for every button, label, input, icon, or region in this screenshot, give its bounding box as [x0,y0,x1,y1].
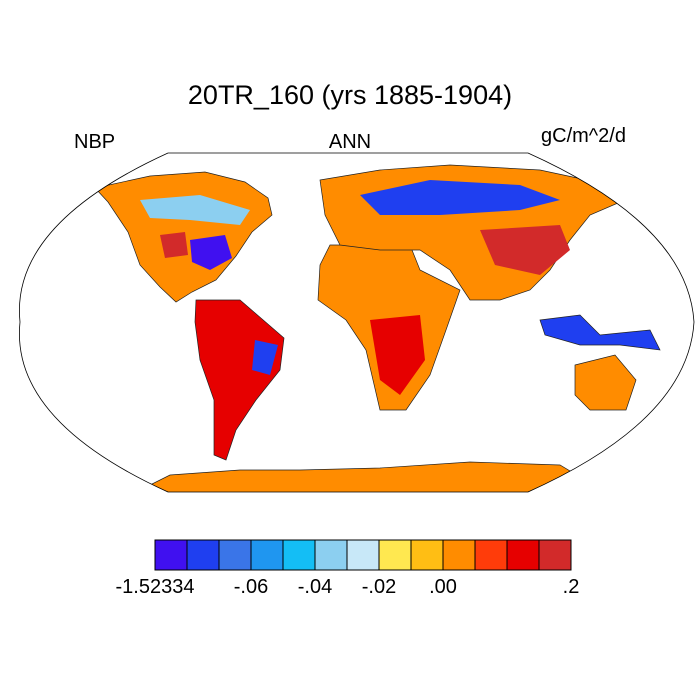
colorbar-box [282,539,316,571]
colorbar-box [538,539,572,571]
colorbar-box [186,539,220,571]
us-east-patch [190,235,232,270]
title: 20TR_160 (yrs 1885-1904) [188,80,512,110]
australia [574,354,637,411]
colorbar-box [154,539,188,571]
us-red-patch [160,232,188,258]
colorbar-label: -.02 [362,576,396,598]
colorbar-label: -1.52334 [116,576,195,598]
variable-label: NBP [74,131,115,153]
sa-blue-patch [252,340,278,375]
asia-red-patch [480,225,570,275]
colorbar-box [314,539,348,571]
colorbar-box [378,539,412,571]
canada-patch [140,195,250,225]
colorbar-box [250,539,284,571]
africa-red-patch [370,315,425,395]
colorbar-label: .2 [563,576,580,598]
antarctica [119,461,601,492]
colorbar-box [410,539,444,571]
colorbar-box [474,539,508,571]
colorbar-box [442,539,476,571]
colorbar-label: .00 [429,576,457,598]
colorbar-box [218,539,252,571]
map [19,152,695,493]
map-frame [19,152,695,493]
units-label: gC/m^2/d [541,125,626,147]
colorbar: -1.52334 -.06 -.04 -.02 .00 .2 [116,539,580,598]
siberia-blue-patch [360,180,560,215]
colorbar-box [506,539,540,571]
season-label: ANN [329,131,371,153]
colorbar-box [346,539,380,571]
colorbar-label: -.04 [298,576,332,598]
south-america [194,299,285,461]
colorbar-label: -.06 [234,576,268,598]
indonesia [539,314,661,351]
